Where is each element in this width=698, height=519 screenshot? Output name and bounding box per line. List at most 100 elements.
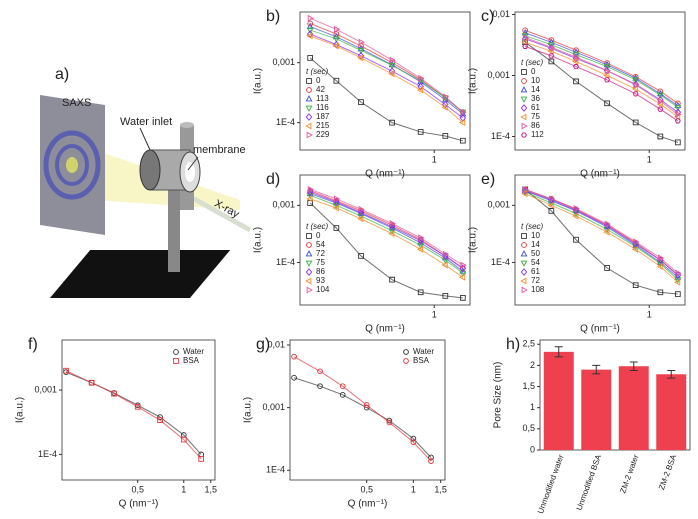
data-point [307, 14, 314, 22]
y-axis-label: I(a.u.) [253, 227, 264, 253]
panel-label: e) [481, 171, 495, 188]
legend-label: 93 [316, 276, 325, 285]
data-point [603, 72, 610, 79]
data-point [548, 53, 555, 59]
data-point [442, 293, 449, 299]
data-point [363, 402, 370, 408]
data-point [633, 238, 640, 246]
data-point [604, 100, 610, 107]
data-point [416, 245, 424, 253]
fit-line [310, 29, 464, 113]
fit-line [309, 57, 463, 142]
rod-top [180, 122, 194, 128]
data-point [198, 456, 205, 462]
x-axis-label: Q (nm⁻¹) [365, 324, 405, 335]
data-point [521, 38, 528, 46]
legend-label: 14 [531, 240, 540, 249]
data-point [548, 58, 555, 65]
data-point [389, 276, 395, 283]
legend-marker [305, 260, 313, 267]
ring [66, 157, 78, 173]
pointer [187, 156, 199, 171]
data-point [317, 383, 323, 390]
data-point [389, 119, 395, 126]
data-point [134, 403, 141, 410]
y-axis-label: I(a.u.) [243, 397, 254, 423]
legend-label: 113 [316, 94, 329, 103]
data-point [632, 77, 640, 84]
data-point [291, 374, 297, 381]
legend-marker [403, 349, 409, 355]
x-tick-label: 0,5 [360, 484, 373, 494]
data-point [307, 186, 314, 193]
plot-frame [299, 11, 471, 151]
y-tick-label: 0,001 [487, 70, 510, 80]
data-point [388, 70, 395, 78]
data-point [675, 111, 682, 118]
data-point [306, 32, 313, 40]
y-tick-label: 1E-4 [276, 117, 295, 127]
legend-marker [305, 268, 313, 276]
legend-label: 112 [531, 130, 544, 139]
data-point [460, 261, 467, 269]
data-point [291, 353, 297, 360]
data-point [675, 269, 682, 277]
legend-label: 10 [531, 76, 540, 85]
data-point [632, 282, 639, 289]
data-point [674, 139, 681, 146]
bar [618, 366, 649, 450]
data-point [459, 137, 466, 144]
data-point [357, 48, 365, 55]
legend-title: t (sec) [521, 222, 544, 231]
y-tick-label: 1E-4 [266, 465, 285, 475]
data-point [389, 220, 396, 227]
data-point [572, 58, 579, 65]
data-point [674, 278, 681, 286]
fit-line [309, 198, 464, 278]
plot-frame [299, 174, 471, 306]
y-tick-label: 0,01 [492, 9, 510, 19]
fit-line [309, 35, 464, 124]
data-point [674, 113, 681, 121]
x-axis-label: Q (nm⁻¹) [119, 499, 159, 510]
data-point [573, 78, 579, 85]
legend-label: 104 [316, 285, 330, 294]
legend-marker [305, 250, 313, 257]
data-point [307, 20, 314, 27]
data-point [657, 106, 664, 112]
legend-label: 61 [531, 267, 540, 276]
data-point [657, 289, 664, 296]
data-point [459, 295, 466, 301]
legend-marker [521, 132, 527, 138]
fit-line [309, 23, 464, 113]
x-tick-label: 1 [432, 154, 437, 164]
legend-marker [520, 86, 528, 93]
legend-label: 108 [531, 285, 545, 294]
data-point [572, 212, 579, 220]
legend-marker [521, 233, 527, 239]
fit-line [309, 33, 464, 119]
legend-label: 187 [316, 112, 330, 121]
data-point [522, 186, 529, 193]
data-point [417, 129, 424, 135]
data-point [63, 367, 69, 374]
data-point [410, 439, 417, 446]
legend-marker [306, 131, 313, 139]
legend-marker [520, 277, 527, 285]
data-point [339, 392, 346, 398]
legend-label: 50 [531, 249, 540, 258]
y-axis-label: I(a.u.) [253, 68, 264, 94]
data-point [547, 47, 554, 55]
fit-line [524, 37, 679, 115]
data-point [674, 118, 681, 124]
legend-marker [521, 286, 528, 294]
data-point [317, 368, 323, 375]
x-tick-label: 1 [181, 484, 186, 494]
data-point [180, 436, 187, 443]
data-point [548, 195, 556, 203]
legend-marker [403, 358, 409, 364]
legend-label: 75 [531, 112, 540, 121]
data-point [358, 205, 365, 213]
data-point [306, 27, 314, 34]
